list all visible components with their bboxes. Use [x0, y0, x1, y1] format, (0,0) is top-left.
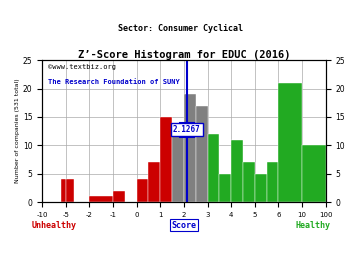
Bar: [196, 106, 207, 202]
Bar: [207, 134, 219, 202]
Bar: [243, 162, 255, 202]
Bar: [255, 174, 267, 202]
Text: Healthy: Healthy: [295, 221, 330, 229]
Bar: [219, 174, 231, 202]
Bar: [184, 94, 196, 202]
Bar: [231, 140, 243, 202]
Text: Score: Score: [171, 221, 197, 229]
Bar: [267, 162, 278, 202]
Bar: [172, 123, 184, 202]
Bar: [66, 179, 74, 202]
Bar: [113, 191, 125, 202]
Bar: [137, 179, 148, 202]
Bar: [33, 196, 37, 202]
Bar: [278, 83, 302, 202]
Text: 2.1267: 2.1267: [173, 125, 201, 134]
Text: Sector: Consumer Cyclical: Sector: Consumer Cyclical: [117, 24, 243, 33]
Title: Z’-Score Histogram for EDUC (2016): Z’-Score Histogram for EDUC (2016): [78, 50, 290, 60]
Y-axis label: Number of companies (531 total): Number of companies (531 total): [15, 79, 20, 183]
Bar: [61, 179, 66, 202]
Text: ©www.textbiz.org: ©www.textbiz.org: [48, 64, 116, 70]
Bar: [160, 117, 172, 202]
Bar: [89, 196, 113, 202]
Bar: [302, 145, 326, 202]
Bar: [148, 162, 160, 202]
Text: Unhealthy: Unhealthy: [31, 221, 76, 229]
Text: The Research Foundation of SUNY: The Research Foundation of SUNY: [48, 79, 180, 85]
